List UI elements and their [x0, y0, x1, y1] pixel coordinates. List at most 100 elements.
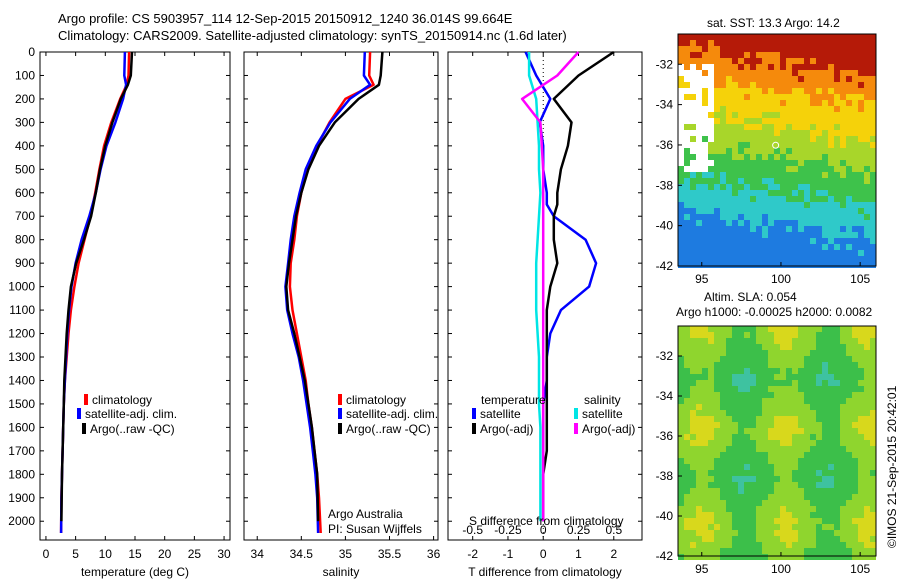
map-cell	[786, 130, 792, 136]
map-cell	[840, 428, 846, 434]
map-cell	[786, 244, 792, 250]
map-cell	[738, 368, 744, 374]
map-cell	[840, 374, 846, 380]
map-cell	[804, 326, 810, 332]
map-cell	[738, 416, 744, 422]
map-cell	[696, 40, 702, 46]
map-cell	[744, 124, 750, 130]
map-cell	[732, 440, 738, 446]
map-cell	[816, 542, 822, 548]
map-cell	[768, 488, 774, 494]
map-cell	[798, 196, 804, 202]
map-cell	[726, 190, 732, 196]
map-cell	[846, 130, 852, 136]
map-cell	[834, 214, 840, 220]
map-cell	[816, 338, 822, 344]
map-cell	[858, 446, 864, 452]
map-cell	[798, 130, 804, 136]
map-cell	[756, 386, 762, 392]
map-cell	[732, 238, 738, 244]
map-cell	[804, 196, 810, 202]
map-cell	[744, 46, 750, 52]
map-cell	[828, 368, 834, 374]
map-cell	[798, 190, 804, 196]
map-cell	[816, 476, 822, 482]
map-cell	[822, 190, 828, 196]
map-cell	[816, 178, 822, 184]
map-cell	[852, 398, 858, 404]
map-cell	[750, 46, 756, 52]
map-cell	[732, 554, 738, 560]
map-cell	[840, 530, 846, 536]
map-cell	[828, 380, 834, 386]
map-cell	[834, 58, 840, 64]
map-cell	[816, 244, 822, 250]
map-cell	[750, 434, 756, 440]
map-cell	[828, 464, 834, 470]
map-cell	[744, 196, 750, 202]
map-cell	[870, 368, 876, 374]
map-cell	[792, 554, 798, 560]
map-cell	[744, 410, 750, 416]
map-cell	[840, 332, 846, 338]
map-cell	[828, 530, 834, 536]
map-cell	[792, 40, 798, 46]
map-cell	[720, 112, 726, 118]
map-cell	[858, 428, 864, 434]
map-cell	[852, 548, 858, 554]
map-cell	[858, 172, 864, 178]
map-cell	[810, 428, 816, 434]
map-cell	[810, 518, 816, 524]
map-cell	[702, 362, 708, 368]
map-cell	[708, 506, 714, 512]
map-cell	[852, 226, 858, 232]
map-cell	[684, 548, 690, 554]
map-cell	[726, 112, 732, 118]
map-cell	[750, 554, 756, 560]
series-line-climatology	[288, 51, 375, 534]
map-cell	[714, 530, 720, 536]
map-cell	[756, 374, 762, 380]
map-cell	[816, 238, 822, 244]
map-cell	[828, 58, 834, 64]
map-cell	[828, 160, 834, 166]
map-cell	[870, 386, 876, 392]
map-cell	[696, 332, 702, 338]
map-cell	[750, 100, 756, 106]
map-cell	[828, 446, 834, 452]
map-cell	[798, 76, 804, 82]
map-cell	[708, 226, 714, 232]
map-cell	[756, 554, 762, 560]
map-cell	[834, 232, 840, 238]
map-cell	[792, 58, 798, 64]
map-cell	[780, 362, 786, 368]
map-cell	[816, 160, 822, 166]
map-cell	[792, 362, 798, 368]
map-cell	[732, 326, 738, 332]
map-cell	[726, 130, 732, 136]
map-cell	[870, 536, 876, 542]
map-cell	[744, 398, 750, 404]
map-cell	[828, 106, 834, 112]
legend-satellite-sdiff: satellite	[574, 407, 623, 421]
map-cell	[864, 416, 870, 422]
map-cell	[864, 380, 870, 386]
map-cell	[738, 410, 744, 416]
map-cell	[714, 428, 720, 434]
map-cell	[744, 142, 750, 148]
map-cell	[732, 70, 738, 76]
map-cell	[708, 470, 714, 476]
map-cell	[774, 386, 780, 392]
map-cell	[840, 142, 846, 148]
map-cell	[798, 184, 804, 190]
map-cell	[720, 130, 726, 136]
map-cell	[750, 250, 756, 256]
map-cell	[792, 214, 798, 220]
map-cell	[756, 446, 762, 452]
map-cell	[756, 58, 762, 64]
map-cell	[864, 338, 870, 344]
map-cell	[786, 166, 792, 172]
map-cell	[822, 124, 828, 130]
map-cell	[678, 470, 684, 476]
